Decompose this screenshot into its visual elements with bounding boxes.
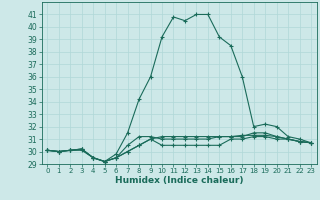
X-axis label: Humidex (Indice chaleur): Humidex (Indice chaleur) [115, 176, 244, 185]
